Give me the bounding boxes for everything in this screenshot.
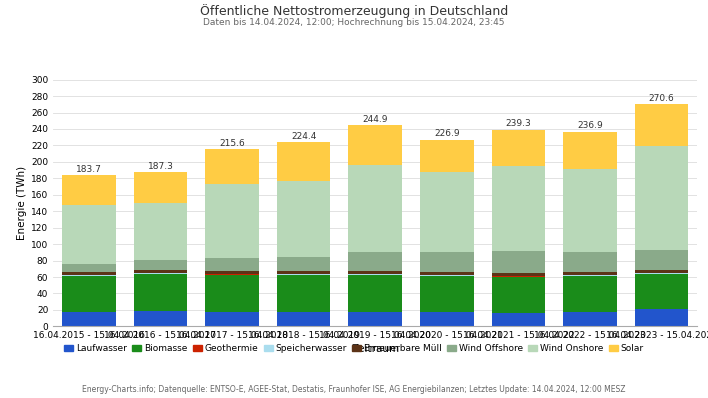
Bar — [134, 274, 188, 311]
Bar — [62, 205, 115, 264]
Bar — [491, 166, 545, 252]
Bar — [348, 125, 402, 164]
Bar — [491, 313, 545, 326]
Bar — [635, 270, 688, 273]
Bar — [491, 129, 545, 166]
Text: 239.3: 239.3 — [506, 119, 531, 128]
Bar — [348, 252, 402, 271]
Bar — [635, 250, 688, 270]
Bar — [134, 311, 188, 326]
Bar — [491, 273, 545, 275]
Bar — [563, 169, 617, 252]
Bar — [277, 274, 331, 275]
Bar — [277, 257, 331, 271]
Bar — [134, 203, 188, 260]
Bar — [277, 275, 331, 312]
Bar — [635, 273, 688, 274]
Bar — [205, 271, 259, 273]
Text: 226.9: 226.9 — [434, 129, 459, 139]
Bar — [635, 274, 688, 310]
Bar — [420, 252, 474, 272]
Text: Daten bis 14.04.2024, 12:00; Hochrechnung bis 15.04.2024, 23:45: Daten bis 14.04.2024, 12:00; Hochrechnun… — [203, 18, 505, 27]
Text: 187.3: 187.3 — [147, 162, 173, 171]
Bar — [563, 312, 617, 326]
Bar — [491, 275, 545, 277]
Bar — [277, 312, 331, 326]
Text: Öffentliche Nettostromerzeugung in Deutschland: Öffentliche Nettostromerzeugung in Deuts… — [200, 4, 508, 18]
Bar — [420, 272, 474, 275]
Text: 215.6: 215.6 — [219, 139, 245, 148]
Bar — [563, 275, 617, 276]
Bar — [277, 142, 331, 181]
Text: 270.6: 270.6 — [649, 94, 675, 103]
Bar — [62, 276, 115, 312]
Bar — [205, 258, 259, 271]
Bar — [62, 272, 115, 275]
Bar — [205, 184, 259, 258]
Text: 224.4: 224.4 — [291, 132, 316, 140]
Bar — [348, 312, 402, 326]
Y-axis label: Energie (TWh): Energie (TWh) — [17, 166, 27, 240]
Bar — [348, 271, 402, 274]
Text: 183.7: 183.7 — [76, 165, 102, 174]
Bar — [134, 260, 188, 270]
Bar — [348, 164, 402, 252]
Text: 236.9: 236.9 — [577, 121, 603, 130]
Text: 244.9: 244.9 — [362, 115, 388, 124]
Bar — [420, 276, 474, 312]
Bar — [205, 312, 259, 326]
Bar — [635, 104, 688, 146]
Bar — [62, 312, 115, 326]
Bar — [62, 275, 115, 276]
Bar — [205, 275, 259, 312]
Bar — [277, 271, 331, 274]
Bar — [491, 277, 545, 313]
X-axis label: Zeitraum: Zeitraum — [351, 344, 399, 354]
Bar — [62, 175, 115, 205]
Bar — [62, 264, 115, 272]
Bar — [563, 252, 617, 272]
Text: Energy-Charts.info; Datenquelle: ENTSO-E, AGEE-Stat, Destatis, Fraunhofer ISE, A: Energy-Charts.info; Datenquelle: ENTSO-E… — [82, 385, 626, 394]
Bar — [563, 272, 617, 275]
Bar — [134, 273, 188, 274]
Bar — [563, 276, 617, 312]
Bar — [420, 172, 474, 252]
Bar — [134, 172, 188, 203]
Bar — [348, 275, 402, 312]
Bar — [205, 149, 259, 184]
Bar — [420, 312, 474, 326]
Bar — [491, 252, 545, 273]
Bar — [420, 140, 474, 172]
Bar — [348, 274, 402, 275]
Bar — [635, 146, 688, 250]
Bar — [277, 181, 331, 257]
Bar — [205, 273, 259, 274]
Bar — [635, 310, 688, 326]
Bar — [563, 131, 617, 169]
Bar — [134, 270, 188, 273]
Legend: Laufwasser, Biomasse, Geothermie, Speicherwasser, Erneuerbare Müll, Wind Offshor: Laufwasser, Biomasse, Geothermie, Speich… — [61, 341, 647, 357]
